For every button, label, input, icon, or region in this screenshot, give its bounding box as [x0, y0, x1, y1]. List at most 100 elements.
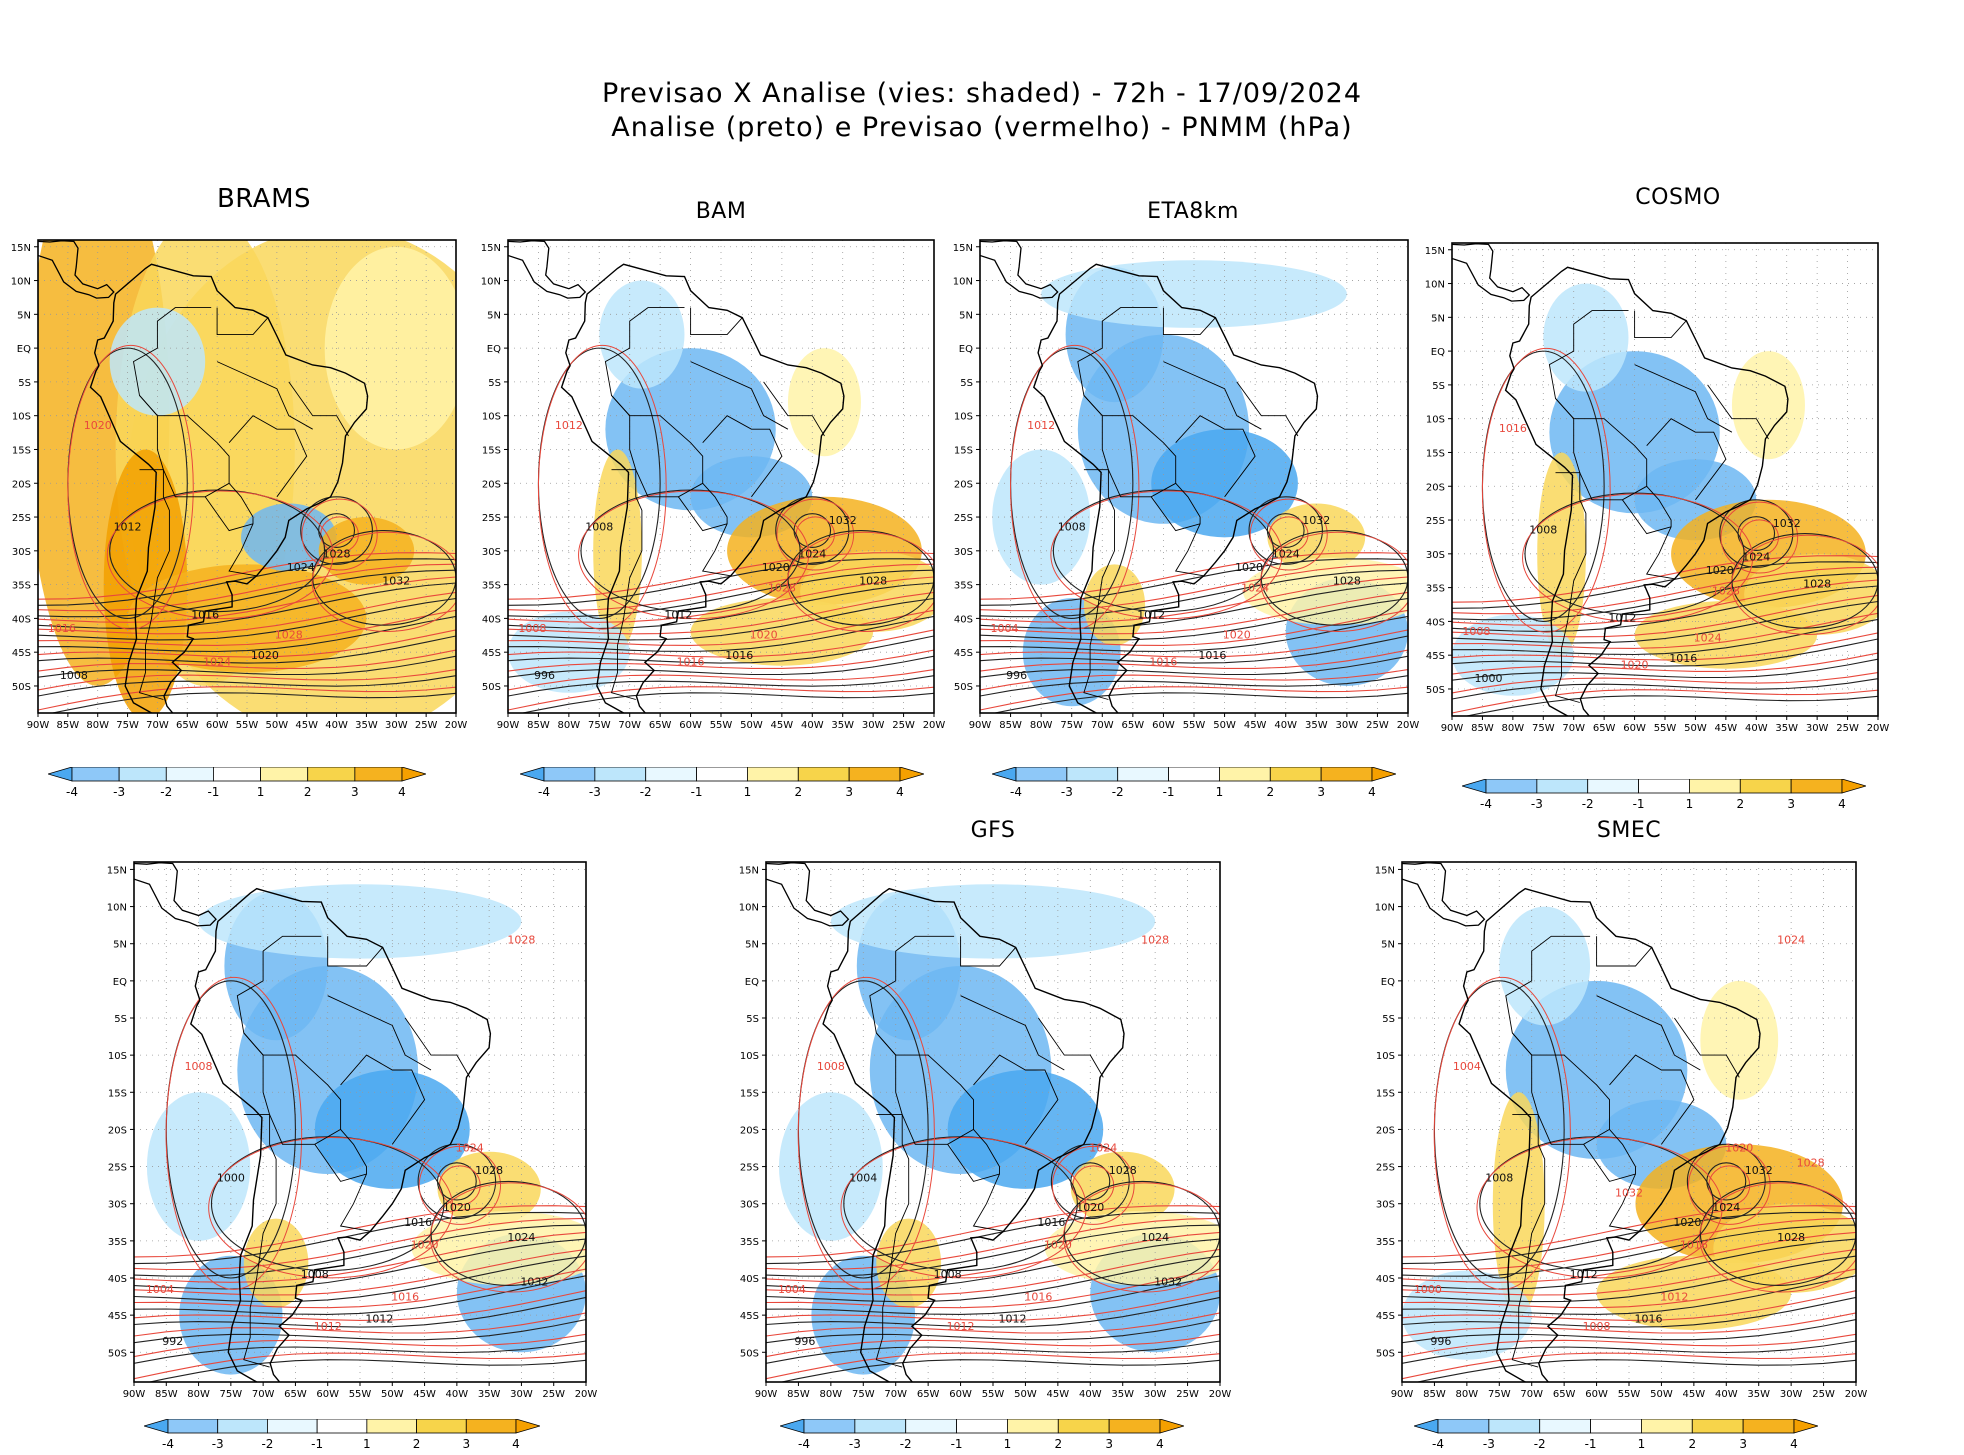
colorbar-brams: -4 -3 -2 -1 1 2 3 4 — [46, 766, 428, 803]
isobar-label-forecast: 1016 — [1024, 1290, 1052, 1303]
lat-tick-label: 40S — [1376, 1274, 1395, 1285]
lat-tick-label: 30S — [108, 1200, 127, 1211]
lon-tick-label: 20W — [1845, 1389, 1868, 1400]
isobar-label-analysis: 1024 — [287, 561, 315, 574]
lon-tick-label: 70W — [252, 1389, 275, 1400]
colorbar-bam: -4 -3 -2 -1 1 2 3 4 — [518, 766, 926, 803]
colorbar-label: -1 — [207, 785, 219, 799]
colorbar-label: 2 — [1736, 797, 1744, 811]
figure-title-line1: Previsao X Analise (vies: shaded) - 72h … — [601, 78, 1362, 109]
lat-tick-label: 40S — [108, 1274, 127, 1285]
panel-title-gfs: GFS — [970, 818, 1016, 843]
lat-tick-label: 10N — [953, 277, 973, 288]
lat-tick-label: 35S — [482, 581, 501, 592]
isobar-label-analysis: 996 — [1006, 669, 1027, 682]
isobar-label-analysis: 1032 — [520, 1275, 548, 1288]
isobar-label-analysis: 1020 — [1673, 1216, 1701, 1229]
isobar-label-forecast: 1024 — [456, 1142, 484, 1155]
lon-tick-label: 50W — [740, 720, 763, 731]
isobar-label-analysis: 1012 — [365, 1313, 393, 1326]
isobar-label-forecast: 1012 — [555, 419, 583, 432]
lon-tick-label: 55W — [236, 720, 259, 731]
isobar-label-forecast: 1012 — [1027, 419, 1055, 432]
map-svg-brams: 1008 1012 1016 1020 1024 1028 1032 1016 1020 1024… — [11, 239, 467, 731]
map-svg-bam: 996 1008 1012 1016 1020 1024 1028 1032 1008 1012 1… — [481, 239, 945, 731]
bias-shade — [1700, 980, 1779, 1100]
lat-tick-label: 20S — [954, 479, 973, 490]
isobar-label-forecast: 1016 — [391, 1290, 419, 1303]
isobar-label-analysis: 1016 — [1634, 1313, 1662, 1326]
lat-tick-label: 25S — [740, 1163, 759, 1174]
isobar-label-forecast: 1020 — [411, 1238, 439, 1251]
lat-tick-label: 20S — [12, 479, 31, 490]
lon-tick-label: 30W — [1144, 1389, 1167, 1400]
colorbar-label: 4 — [398, 785, 406, 799]
map-panel-gfs: 996 1004 1008 1012 1016 1020 1024 1028 1032 1004 1… — [714, 852, 1238, 1416]
map-panel-bam: 996 1008 1012 1016 1020 1024 1028 1032 1008 1012 1… — [456, 230, 952, 747]
colorbar-label: -4 — [1010, 785, 1022, 799]
lon-tick-label: 60W — [1152, 720, 1175, 731]
continent-outline — [1032, 263, 1319, 713]
colorbar-label: 2 — [1054, 1437, 1062, 1451]
isobar-label-analysis: 1008 — [301, 1268, 329, 1281]
lat-tick-label: 50S — [1376, 1348, 1395, 1359]
continent-outline — [89, 263, 369, 713]
lon-tick-label: 90W — [27, 720, 50, 731]
colorbar-label: 2 — [304, 785, 312, 799]
lat-tick-label: 5N — [1381, 940, 1395, 951]
colorbar-label: 1 — [1638, 1437, 1646, 1451]
lat-tick-label: 10S — [1376, 1051, 1395, 1062]
colorbar-label: -2 — [640, 785, 652, 799]
lat-tick-label: 20S — [1376, 1125, 1395, 1136]
lat-tick-label: 15N — [481, 243, 501, 254]
lon-tick-label: 20W — [1397, 720, 1420, 731]
lat-tick-label: 5S — [1382, 1014, 1395, 1025]
isobar-label-forecast: 1024 — [1089, 1142, 1117, 1155]
lon-tick-label: 45W — [295, 720, 318, 731]
lon-tick-label: 60W — [206, 720, 229, 731]
isobar-label-analysis: 1020 — [1235, 561, 1263, 574]
continent-outline — [1458, 887, 1761, 1382]
lon-tick-label: 30W — [385, 720, 408, 731]
lon-tick-label: 70W — [1091, 720, 1114, 731]
lat-tick-label: 15N — [739, 865, 759, 876]
lon-tick-label: 90W — [123, 1389, 146, 1400]
lon-tick-label: 70W — [1562, 723, 1585, 734]
lon-tick-label: 60W — [949, 1389, 972, 1400]
lat-tick-label: 15N — [107, 865, 127, 876]
colorbar-label: -2 — [900, 1437, 912, 1451]
colorbar-cosmo: -4 -3 -2 -1 1 2 3 4 — [1460, 778, 1868, 815]
colorbar-label: -1 — [1163, 785, 1175, 799]
lat-tick-label: 40S — [482, 614, 501, 625]
lon-tick-label: 25W — [1176, 1389, 1199, 1400]
lon-tick-label: 65W — [1593, 723, 1616, 734]
lon-tick-label: 80W — [558, 720, 581, 731]
lat-tick-label: 25S — [108, 1163, 127, 1174]
colorbar-label: -2 — [1112, 785, 1124, 799]
isobar-label-analysis: 1016 — [1037, 1216, 1065, 1229]
isobar-label-analysis: 1012 — [1608, 611, 1636, 624]
bias-shade — [947, 1070, 1104, 1189]
lat-tick-label: 10S — [12, 412, 31, 423]
bias-shade — [1499, 906, 1591, 1026]
colorbar-panel5: -4 -3 -2 -1 1 2 3 4 — [142, 1418, 542, 1455]
colorbar-label: 3 — [351, 785, 359, 799]
lat-tick-label: 30S — [1426, 550, 1445, 561]
lon-tick-label: 20W — [1209, 1389, 1232, 1400]
colorbar-label: 4 — [1838, 797, 1846, 811]
lon-tick-label: 70W — [618, 720, 641, 731]
isobar-label-analysis: 1008 — [934, 1268, 962, 1281]
isobar-label-analysis: 1000 — [217, 1171, 245, 1184]
lat-tick-label: EQ — [487, 344, 501, 355]
lon-tick-label: 55W — [1183, 720, 1206, 731]
figure-title-line2: Analise (preto) e Previsao (vermelho) - … — [611, 112, 1353, 143]
bias-shade — [1731, 351, 1805, 460]
isobar-label-analysis: 1024 — [1742, 551, 1770, 564]
lat-tick-label: 15N — [1375, 865, 1395, 876]
lon-tick-label: 25W — [1812, 1389, 1835, 1400]
lat-tick-label: 45S — [954, 648, 973, 659]
lat-tick-label: EQ — [113, 977, 127, 988]
colorbar-label: 4 — [1790, 1437, 1798, 1451]
lon-tick-label: 40W — [1715, 1389, 1738, 1400]
lat-tick-label: 15S — [12, 445, 31, 456]
